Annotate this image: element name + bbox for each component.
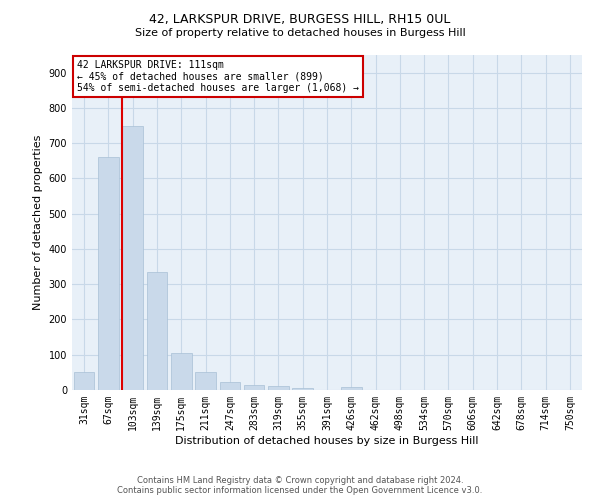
Bar xyxy=(195,372,216,390)
Y-axis label: Number of detached properties: Number of detached properties xyxy=(33,135,43,310)
Bar xyxy=(341,387,362,390)
Bar xyxy=(268,386,289,390)
Bar xyxy=(292,388,313,390)
X-axis label: Distribution of detached houses by size in Burgess Hill: Distribution of detached houses by size … xyxy=(175,436,479,446)
Bar xyxy=(220,382,240,390)
Bar xyxy=(74,372,94,390)
Bar xyxy=(171,353,191,390)
Bar xyxy=(122,126,143,390)
Bar xyxy=(146,272,167,390)
Text: Size of property relative to detached houses in Burgess Hill: Size of property relative to detached ho… xyxy=(134,28,466,38)
Text: 42 LARKSPUR DRIVE: 111sqm
← 45% of detached houses are smaller (899)
54% of semi: 42 LARKSPUR DRIVE: 111sqm ← 45% of detac… xyxy=(77,60,359,93)
Text: Contains HM Land Registry data © Crown copyright and database right 2024.
Contai: Contains HM Land Registry data © Crown c… xyxy=(118,476,482,495)
Bar xyxy=(98,158,119,390)
Bar xyxy=(244,384,265,390)
Text: 42, LARKSPUR DRIVE, BURGESS HILL, RH15 0UL: 42, LARKSPUR DRIVE, BURGESS HILL, RH15 0… xyxy=(149,12,451,26)
